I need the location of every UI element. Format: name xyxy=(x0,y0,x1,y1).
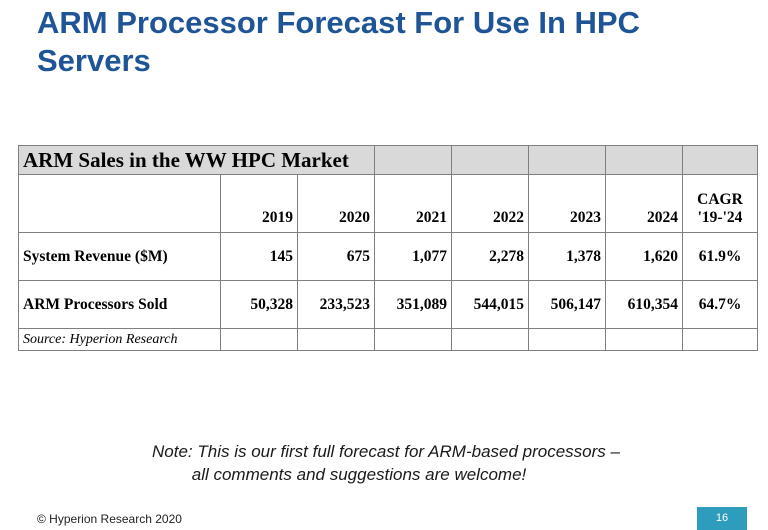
year-header: 2022 xyxy=(451,174,529,233)
header-fill-cell xyxy=(605,145,683,175)
copyright-footer: © Hyperion Research 2020 xyxy=(37,512,182,526)
empty-cell xyxy=(220,328,298,351)
source-row: Source: Hyperion Research xyxy=(18,328,758,351)
empty-cell xyxy=(605,328,683,351)
table-row-arm-processors-sold: ARM Processors Sold 50,328 233,523 351,0… xyxy=(18,280,758,329)
cagr-header-line2: '19-'24 xyxy=(697,209,743,226)
table-cell: 50,328 xyxy=(220,280,298,329)
table-caption: ARM Sales in the WW HPC Market xyxy=(18,145,375,175)
table-cell: 233,523 xyxy=(297,280,375,329)
header-fill-cell xyxy=(528,145,606,175)
arm-sales-table-container: ARM Sales in the WW HPC Market 2019 2020… xyxy=(18,145,758,351)
table-cell: 1,378 xyxy=(528,232,606,281)
note-line-2: all comments and suggestions are welcome… xyxy=(191,465,527,484)
empty-cell xyxy=(528,328,606,351)
table-row-system-revenue: System Revenue ($M) 145 675 1,077 2,278 … xyxy=(18,232,758,281)
table-cell: 351,089 xyxy=(374,280,452,329)
year-header-row: 2019 2020 2021 2022 2023 2024 CAGR '19-'… xyxy=(18,174,758,233)
year-header: 2024 xyxy=(605,174,683,233)
year-header: 2023 xyxy=(528,174,606,233)
arm-sales-table: ARM Sales in the WW HPC Market 2019 2020… xyxy=(18,145,758,351)
cagr-header-line1: CAGR xyxy=(697,191,743,208)
empty-cell xyxy=(451,328,529,351)
table-cell: 675 xyxy=(297,232,375,281)
table-cell: 610,354 xyxy=(605,280,683,329)
header-fill-cell xyxy=(451,145,529,175)
year-header: 2021 xyxy=(374,174,452,233)
table-cell: 506,147 xyxy=(528,280,606,329)
empty-header-cell xyxy=(18,174,221,233)
header-fill-cell xyxy=(374,145,452,175)
empty-cell xyxy=(297,328,375,351)
table-cell: 1,620 xyxy=(605,232,683,281)
table-cell: 2,278 xyxy=(451,232,529,281)
page-number-badge: 16 xyxy=(697,507,747,530)
cagr-header: CAGR '19-'24 xyxy=(682,174,758,233)
empty-cell xyxy=(682,328,758,351)
row-label: System Revenue ($M) xyxy=(18,232,221,281)
year-header: 2020 xyxy=(297,174,375,233)
header-fill-cell xyxy=(682,145,758,175)
empty-cell xyxy=(374,328,452,351)
cagr-cell: 61.9% xyxy=(682,232,758,281)
row-label: ARM Processors Sold xyxy=(18,280,221,329)
table-caption-row: ARM Sales in the WW HPC Market xyxy=(18,145,758,175)
table-cell: 544,015 xyxy=(451,280,529,329)
cagr-cell: 64.7% xyxy=(682,280,758,329)
slide-title: ARM Processor Forecast For Use In HPC Se… xyxy=(37,5,640,78)
table-cell: 145 xyxy=(220,232,298,281)
source-note: Source: Hyperion Research xyxy=(18,328,221,351)
year-header: 2019 xyxy=(220,174,298,233)
table-cell: 1,077 xyxy=(374,232,452,281)
forecast-note: Note: This is our first full forecast fo… xyxy=(0,440,768,486)
note-line-1: Note: This is our first full forecast fo… xyxy=(152,442,620,461)
